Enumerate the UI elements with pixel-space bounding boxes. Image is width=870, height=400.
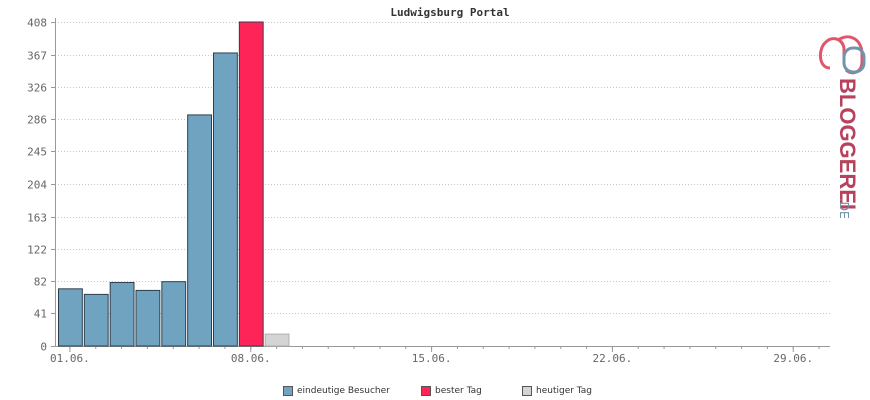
y-tick-label: 245 — [27, 146, 47, 159]
legend-swatch-today — [522, 385, 532, 396]
y-tick-label: 367 — [27, 50, 47, 63]
bloggerei-logo-graphic: BLOGGEREI .DE — [819, 35, 866, 220]
bars — [58, 21, 290, 347]
y-tick-label: 122 — [27, 244, 47, 257]
x-tick-label: 22.06. — [593, 352, 633, 365]
svg-text:.DE: .DE — [837, 198, 852, 218]
y-tick-label: 0 — [40, 341, 47, 354]
bar-day-5 — [161, 281, 187, 347]
legend-label-best: bester Tag — [435, 386, 482, 396]
legend-swatch-best — [421, 385, 431, 396]
x-tick-label: 15.06. — [412, 352, 452, 365]
bloggerei-logo: BLOGGEREI .DE — [808, 18, 868, 220]
x-tick-label: 01.06. — [50, 352, 90, 365]
bar-day-9 — [264, 333, 290, 347]
x-axis: 01.06. 08.06. 15.06. 22.06. 29.06. — [50, 346, 830, 365]
bar-day-3 — [109, 281, 135, 347]
y-axis: 0 41 82 122 163 204 245 286 326 367 408 — [27, 17, 56, 354]
bar-day-8 — [238, 21, 264, 347]
svg-text:BLOGGEREI: BLOGGEREI — [835, 78, 860, 210]
bar-day-7 — [213, 52, 238, 347]
y-tick-label: 408 — [27, 17, 47, 30]
y-tick-label: 41 — [34, 308, 47, 321]
x-tick-label: 29.06. — [773, 352, 813, 365]
y-tick-label: 326 — [27, 82, 47, 95]
legend-swatch-visitors — [283, 385, 293, 396]
y-tick-label: 163 — [27, 212, 47, 225]
bar-day-2 — [83, 293, 109, 347]
bar-day-4 — [135, 289, 161, 347]
y-tick-label: 286 — [27, 114, 47, 127]
y-tick-label: 204 — [27, 179, 47, 192]
legend-item-best: bester Tag — [421, 385, 482, 397]
y-tick-label: 82 — [34, 276, 47, 289]
bar-day-6 — [187, 114, 213, 347]
bar-day-1 — [58, 288, 83, 347]
legend-item-visitors: eindeutige Besucher — [283, 385, 390, 397]
legend-item-today: heutiger Tag — [522, 385, 592, 397]
legend-label-today: heutiger Tag — [536, 386, 593, 396]
legend-label-visitors: eindeutige Besucher — [297, 386, 390, 396]
legend: eindeutige Besucher bester Tag heutiger … — [0, 385, 870, 399]
chart-title: Ludwigsburg Portal — [390, 6, 509, 19]
gridlines — [55, 22, 830, 314]
x-tick-label: 08.06. — [231, 352, 271, 365]
